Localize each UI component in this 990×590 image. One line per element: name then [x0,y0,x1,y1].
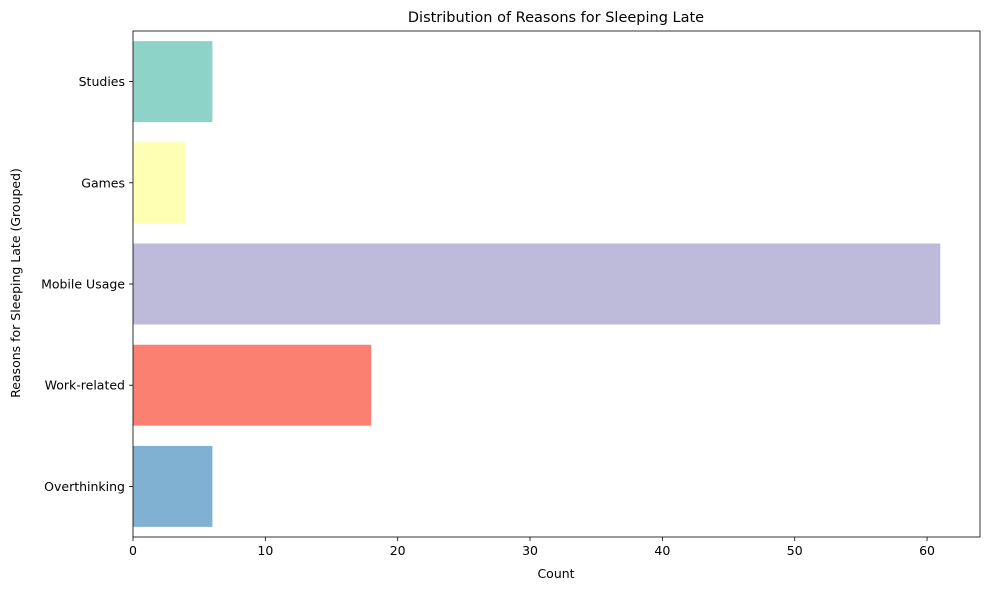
chart-title: Distribution of Reasons for Sleeping Lat… [408,10,704,26]
y-tick-label: Games [81,175,125,190]
bar-work-related [133,344,372,426]
x-axis-label: Count [537,566,574,581]
bar-games [133,142,186,224]
x-tick-label: 30 [522,543,538,558]
y-axis-label: Reasons for Sleeping Late (Grouped) [8,168,23,398]
y-tick-label: Work-related [45,378,125,393]
bar-studies [133,41,213,123]
x-tick-label: 50 [787,543,803,558]
x-tick-label: 10 [257,543,273,558]
x-tick-label: 0 [129,543,137,558]
x-tick-label: 20 [390,543,406,558]
plot-frame [132,30,981,538]
y-tick-label: Studies [79,74,125,89]
bar-mobile-usage [133,243,941,325]
x-tick-label: 40 [654,543,670,558]
x-axis-ticks: 0 10 20 30 40 50 60 [129,537,935,558]
x-tick-label: 60 [919,543,935,558]
y-tick-label: Mobile Usage [41,277,125,292]
bars-layer [133,41,941,527]
y-axis-ticks: Studies Games Mobile Usage Work-related Over… [41,74,133,494]
y-tick-label: Overthinking [44,479,125,494]
bar-overthinking [133,445,213,527]
